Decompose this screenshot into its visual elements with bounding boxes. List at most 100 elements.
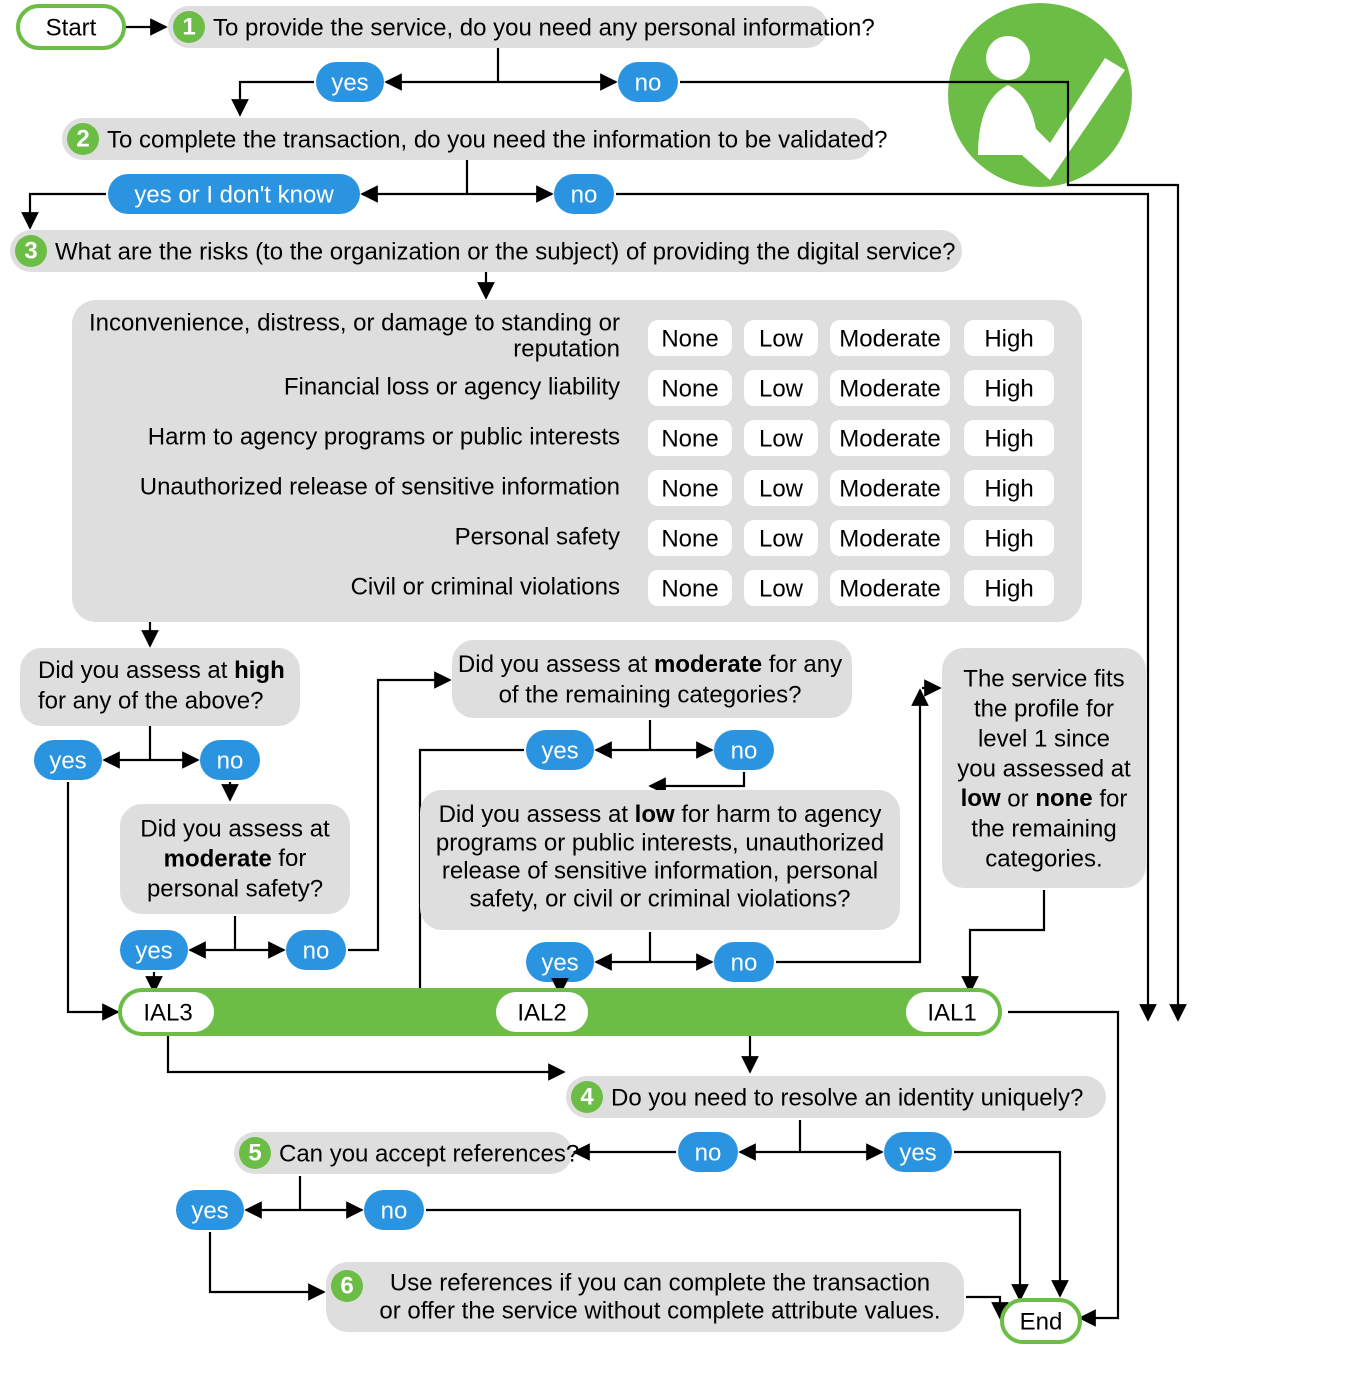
arrow — [68, 782, 118, 1012]
question-2: 2 To complete the transaction, do you ne… — [62, 118, 888, 160]
risk-category-label: Civil or criminal violations — [351, 573, 620, 600]
q2-no: no — [554, 174, 614, 214]
svg-text:End: End — [1020, 1308, 1063, 1335]
svg-text:the remaining: the remaining — [971, 815, 1116, 842]
svg-text:no: no — [303, 937, 330, 964]
mod-remain-yes: yes — [526, 730, 594, 770]
svg-text:Do you need to resolve an iden: Do you need to resolve an identity uniqu… — [611, 1084, 1083, 1111]
svg-text:IAL1: IAL1 — [927, 999, 976, 1026]
risk-category-label: Financial loss or agency liability — [284, 373, 620, 400]
arrow — [210, 1232, 324, 1292]
end-node: End — [1002, 1300, 1080, 1342]
svg-text:yes: yes — [541, 737, 578, 764]
svg-text:level 1 since: level 1 since — [978, 725, 1110, 752]
svg-text:yes: yes — [899, 1139, 936, 1166]
svg-text:Moderate: Moderate — [839, 475, 940, 502]
svg-text:yes: yes — [541, 949, 578, 976]
svg-text:Use references if you can comp: Use references if you can complete the t… — [390, 1269, 930, 1296]
svg-text:None: None — [661, 325, 718, 352]
svg-text:High: High — [984, 425, 1033, 452]
ial-bar: IAL3 IAL2 IAL1 — [118, 988, 1002, 1036]
svg-text:Moderate: Moderate — [839, 425, 940, 452]
risk-category-label: Personal safety — [455, 523, 620, 550]
svg-text:categories.: categories. — [985, 845, 1102, 872]
svg-text:yes: yes — [191, 1197, 228, 1224]
arrow — [362, 160, 552, 194]
svg-text:None: None — [661, 425, 718, 452]
q1-no: no — [618, 62, 678, 102]
svg-text:no: no — [635, 69, 662, 96]
q5-no: no — [364, 1190, 424, 1230]
svg-text:personal safety?: personal safety? — [147, 875, 323, 902]
svg-text:IAL3: IAL3 — [143, 999, 192, 1026]
assess-mod-remain: Did you assess at moderate for any of th… — [452, 640, 852, 718]
svg-text:What are the risks (to the org: What are the risks (to the organization … — [55, 238, 955, 265]
svg-text:or offer the service without c: or offer the service without complete at… — [379, 1297, 940, 1324]
svg-text:no: no — [217, 747, 244, 774]
svg-text:release of sensitive informati: release of sensitive information, person… — [442, 857, 878, 884]
level1-note: The service fits the profile for level 1… — [942, 648, 1146, 888]
svg-text:1: 1 — [182, 13, 195, 40]
q5-yes: yes — [176, 1190, 244, 1230]
svg-text:None: None — [661, 375, 718, 402]
arrow — [104, 726, 198, 760]
svg-text:yes: yes — [135, 937, 172, 964]
svg-text:3: 3 — [24, 237, 37, 264]
start-node: Start — [18, 6, 124, 48]
svg-text:the profile for: the profile for — [974, 695, 1114, 722]
svg-text:no: no — [731, 737, 758, 764]
svg-text:None: None — [661, 575, 718, 602]
question-3: 3 What are the risks (to the organizatio… — [10, 230, 962, 272]
svg-text:Moderate: Moderate — [839, 525, 940, 552]
svg-text:safety, or civil or criminal v: safety, or civil or criminal violations? — [469, 885, 850, 912]
svg-text:programs or public interests,: programs or public interests, unauthoriz… — [436, 829, 884, 856]
question-1: 1 To provide the service, do you need an… — [168, 6, 875, 48]
flowchart: Start 1 To provide the service, do you n… — [0, 0, 1352, 1379]
arrow — [954, 1152, 1060, 1296]
q2-yes-dk: yes or I don't know — [108, 174, 360, 214]
svg-text:High: High — [984, 375, 1033, 402]
svg-text:yes: yes — [331, 69, 368, 96]
svg-text:Did you assess at high: Did you assess at high — [38, 657, 285, 684]
arrow — [386, 48, 616, 82]
question-5: 5 Can you accept references? — [234, 1132, 579, 1174]
svg-text:Did you assess at: Did you assess at — [140, 815, 330, 842]
svg-text:yes: yes — [49, 747, 86, 774]
assess-mod-safety: Did you assess at moderate for personal … — [120, 804, 350, 914]
q4-yes: yes — [884, 1132, 952, 1172]
svg-text:None: None — [661, 525, 718, 552]
svg-text:To complete the transaction, d: To complete the transaction, do you need… — [107, 126, 888, 153]
svg-text:of the remaining categories?: of the remaining categories? — [499, 681, 802, 708]
risk-category-label: Unauthorized release of sensitive inform… — [140, 473, 620, 500]
arrow — [246, 1176, 362, 1210]
svg-text:2: 2 — [76, 125, 89, 152]
svg-text:To provide the service, do you: To provide the service, do you need any … — [213, 14, 875, 41]
svg-text:no: no — [571, 181, 598, 208]
q1-yes: yes — [316, 62, 384, 102]
arrow — [240, 82, 314, 115]
mod-remain-no: no — [714, 730, 774, 770]
svg-text:High: High — [984, 525, 1033, 552]
svg-text:Can you accept references?: Can you accept references? — [279, 1140, 579, 1167]
svg-text:4: 4 — [580, 1083, 594, 1110]
svg-text:for any of the above?: for any of the above? — [38, 687, 264, 714]
svg-text:Low: Low — [759, 475, 804, 502]
svg-text:moderate for: moderate for — [164, 845, 307, 872]
svg-text:yes or I don't know: yes or I don't know — [134, 181, 334, 208]
svg-text:6: 6 — [340, 1272, 353, 1299]
svg-text:Low: Low — [759, 425, 804, 452]
arrow — [966, 1297, 1000, 1318]
svg-text:no: no — [381, 1197, 408, 1224]
arrow — [168, 1036, 564, 1072]
arrow — [1008, 1012, 1118, 1318]
svg-text:Start: Start — [46, 14, 97, 41]
arrow — [740, 1120, 882, 1152]
arrow — [596, 932, 712, 962]
arrow — [30, 194, 106, 228]
mod-safety-yes: yes — [120, 930, 188, 970]
svg-text:Did you assess at low for harm: Did you assess at low for harm to agency — [439, 801, 882, 828]
svg-text:None: None — [661, 475, 718, 502]
assess-high-no: no — [200, 740, 260, 780]
arrow — [190, 916, 284, 950]
arrow — [650, 772, 744, 786]
